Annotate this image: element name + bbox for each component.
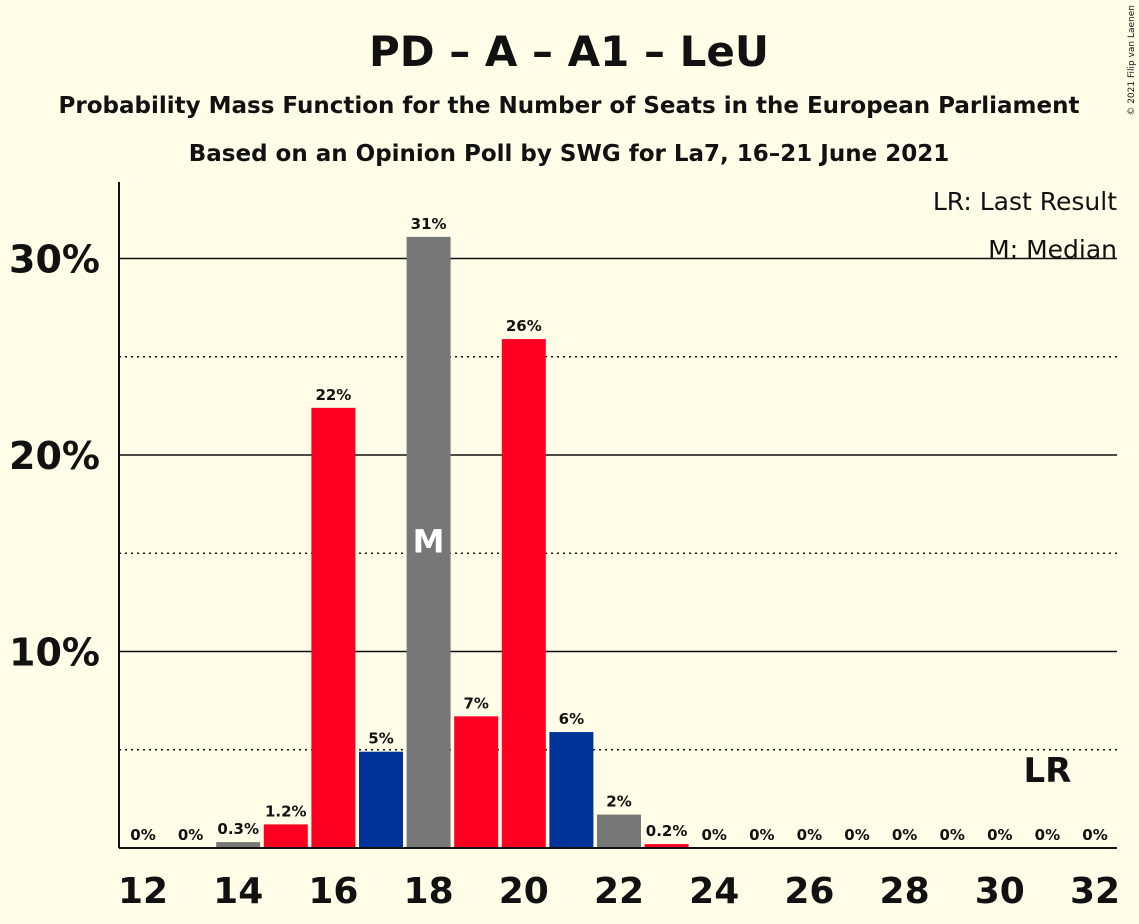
bar-value-label: 0% (844, 826, 869, 844)
x-tick-label: 18 (404, 871, 454, 912)
x-tick-label: 16 (308, 871, 358, 912)
bar-value-label: 0% (1082, 826, 1107, 844)
y-tick-label: 30% (9, 238, 100, 282)
bar-value-label: 0% (1035, 826, 1060, 844)
copyright-credit: © 2021 Filip van Laenen (1127, 5, 1137, 116)
bar-value-label: 1.2% (265, 802, 307, 820)
bar-seats-22 (597, 814, 641, 848)
x-tick-label: 24 (689, 871, 739, 912)
bar-value-label: 31% (411, 215, 447, 233)
bar-value-label: 6% (559, 710, 584, 728)
bar-seats-21 (549, 732, 594, 848)
x-tick-label: 22 (594, 871, 644, 912)
bar-seats-14 (216, 842, 261, 848)
bar-seats-18 (406, 236, 451, 848)
y-tick-label: 20% (9, 434, 100, 478)
bar-value-label: 0% (178, 826, 203, 844)
bar-seats-17 (359, 751, 403, 848)
x-tick-label: 30 (975, 871, 1025, 912)
bar-value-label: 7% (463, 694, 488, 712)
bar-value-label: 0.3% (217, 820, 259, 838)
legend-last-result: LR: Last Result (933, 187, 1117, 216)
bar-value-label: 0% (749, 826, 774, 844)
bar-value-label: 2% (606, 793, 631, 811)
bar-seats-16 (311, 407, 356, 848)
bar-seats-23 (644, 844, 689, 848)
chart-title: PD – A – A1 – LeU (369, 27, 769, 76)
axes-layer: 10% 20% 30% 12 14 16 18 20 22 24 26 28 30 32 (9, 182, 1120, 912)
chart-subtitle-2: Based on an Opinion Poll by SWG for La7,… (189, 141, 949, 167)
bar-seats-20 (501, 339, 546, 848)
x-tick-label: 12 (118, 871, 168, 912)
last-result-marker: LR (1023, 751, 1071, 791)
bar-value-label: 0% (797, 826, 822, 844)
y-tick-label: 10% (9, 631, 100, 675)
bar-value-label: 22% (315, 386, 351, 404)
bar-seats-19 (454, 716, 499, 848)
bar-value-label: 0% (939, 826, 964, 844)
x-tick-label: 14 (213, 871, 263, 912)
bar-value-label: 0.2% (646, 822, 688, 840)
gridlines (119, 257, 1117, 751)
median-marker: M (413, 522, 445, 560)
x-tick-label: 32 (1070, 871, 1120, 912)
bar-value-label: 0% (130, 826, 155, 844)
x-tick-label: 28 (880, 871, 930, 912)
x-tick-label: 20 (499, 871, 549, 912)
bar-value-label: 0% (892, 826, 917, 844)
bar-value-label: 0% (987, 826, 1012, 844)
chart-subtitle-1: Probability Mass Function for the Number… (59, 93, 1080, 119)
x-tick-label: 26 (784, 871, 834, 912)
bars-layer: 0% 0% 0.3% 1.2% 22% 5% 31% M 7% 26% 6% 2% 0.2% 0% 0% 0%… (130, 215, 1108, 848)
bar-value-label: 0% (701, 826, 726, 844)
bar-seats-15 (263, 824, 308, 848)
legend-median: M: Median (988, 235, 1117, 264)
bar-value-label: 5% (368, 730, 393, 748)
bar-value-label: 26% (506, 317, 542, 335)
